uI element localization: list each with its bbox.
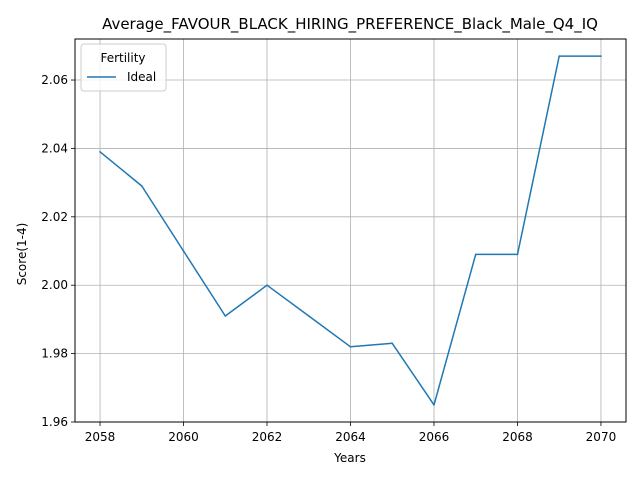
data-point [558,55,561,57]
data-point [391,342,394,345]
y-tick-label: 1.98 [41,347,68,361]
y-tick-label: 2.04 [41,141,68,155]
legend-box [80,43,167,92]
data-point [600,55,602,57]
data-point [433,404,435,406]
legend: Fertility Ideal [80,43,167,92]
y-tick-label: 1.96 [41,415,68,429]
data-point [140,185,143,187]
series-layer [99,55,602,406]
legend-label-ideal: Ideal [127,70,156,84]
x-tick-label: 2064 [335,430,366,444]
x-tick-label: 2060 [168,430,199,444]
x-tick-label: 2070 [586,430,617,444]
data-point [474,253,477,256]
data-point [266,284,268,287]
chart-title: Average_FAVOUR_BLACK_HIRING_PREFERENCE_B… [102,15,598,34]
data-point [349,345,352,348]
x-tick-label: 2068 [502,430,533,444]
legend-title: Fertility [100,51,145,65]
x-axis-label: Years [333,451,366,465]
x-axis: 2058 2060 2062 2064 2066 2068 2070 [85,422,616,444]
data-point [99,151,101,153]
data-point [182,250,185,252]
x-tick-label: 2058 [85,430,116,444]
y-tick-label: 2.06 [41,73,68,87]
data-point [224,315,227,317]
x-tick-label: 2066 [419,430,450,444]
y-tick-label: 2.02 [41,210,68,224]
data-point [516,253,519,256]
x-tick-label: 2062 [252,430,283,444]
data-point [307,315,310,317]
y-axis: 1.96 1.98 2.00 2.02 2.04 2.06 [41,73,75,429]
y-axis-label: Score(1-4) [15,223,29,286]
y-tick-label: 2.00 [41,278,68,292]
grid [75,39,626,423]
